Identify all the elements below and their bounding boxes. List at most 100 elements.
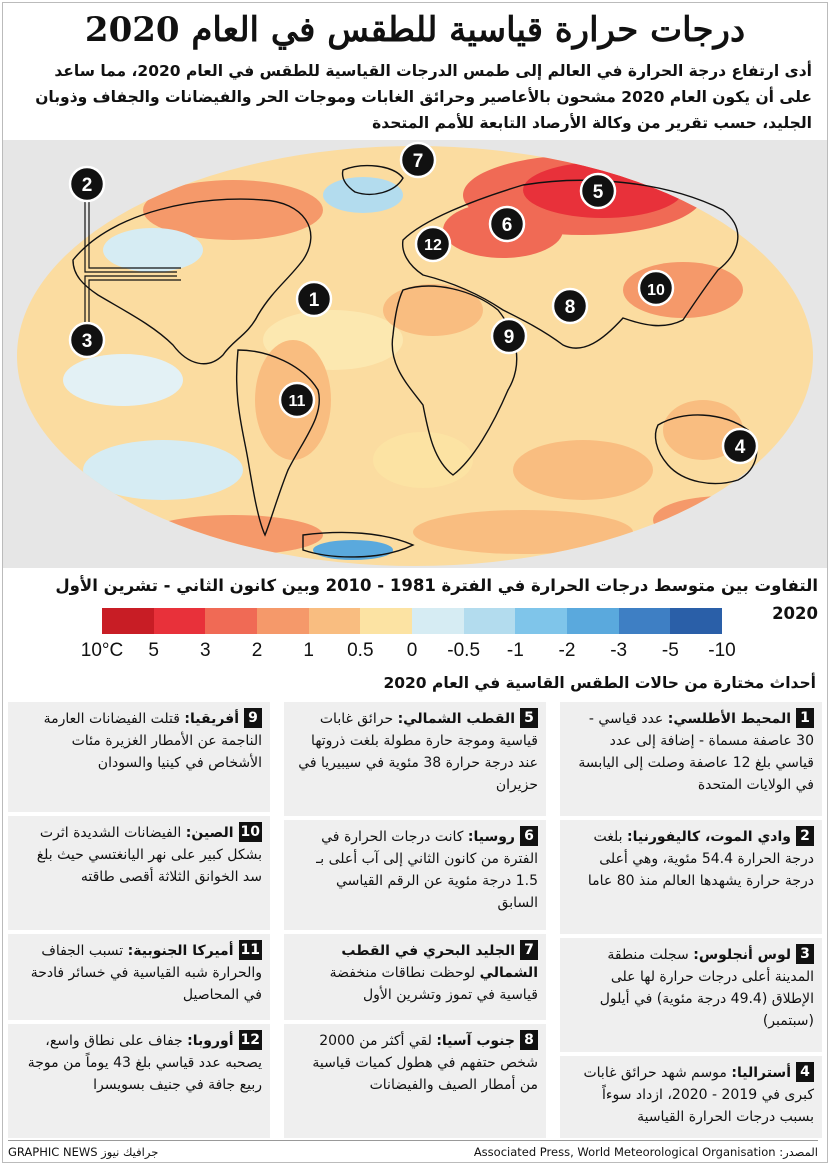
continent-outlines bbox=[72, 164, 758, 558]
legend-swatch bbox=[308, 608, 361, 634]
legend-tick: -5 bbox=[661, 640, 679, 661]
event-number: 9 bbox=[244, 708, 262, 728]
map-marker-2: 2 bbox=[68, 165, 106, 203]
legend-tick: -0.5 bbox=[447, 640, 481, 661]
footer: المصدر: Associated Press, World Meteorol… bbox=[8, 1140, 818, 1162]
event-text: الفيضانات الشديدة اثرت بشكل كبير على نهر… bbox=[36, 825, 262, 885]
legend-tick: -1 bbox=[506, 640, 524, 661]
event-card-2: 2 وادي الموت، كاليفورنيا: بلغت درجة الحرا… bbox=[560, 820, 822, 934]
svg-text:6: 6 bbox=[502, 215, 513, 236]
event-text: حرائق غابات قياسية وموجة حارة مطولة بلغت… bbox=[298, 711, 538, 793]
event-number: 10 bbox=[238, 822, 262, 842]
legend-swatch bbox=[618, 608, 671, 634]
event-card-9: 9 أفريقيا: قتلت الفيضانات العارمة الناجمة… bbox=[8, 702, 270, 812]
event-text: بلغت درجة الحرارة 54.4 مئوية، وهي أعلى د… bbox=[587, 829, 814, 889]
svg-text:4: 4 bbox=[735, 437, 746, 458]
callout-lines bbox=[84, 198, 181, 330]
event-markers: 1 2 3 4 5 6 7 bbox=[68, 141, 759, 465]
map-marker-9: 9 bbox=[490, 317, 528, 355]
legend-swatch bbox=[153, 608, 206, 634]
event-label: لوس أنجلوس: bbox=[693, 947, 791, 963]
map-marker-7: 7 bbox=[399, 141, 437, 179]
page-title: درجات حرارة قياسية للطقس في العام 2020 bbox=[84, 10, 746, 50]
svg-text:2: 2 bbox=[82, 175, 93, 196]
svg-text:12: 12 bbox=[424, 237, 442, 254]
legend-tick: 3 bbox=[200, 640, 211, 661]
event-number: 7 bbox=[520, 940, 538, 960]
legend-tick: -2 bbox=[558, 640, 576, 661]
event-label: القطب الشمالي: bbox=[397, 711, 515, 727]
legend-swatch bbox=[567, 608, 619, 634]
event-text: لقي أكثر من 2000 شخص حتفهم في هطول كميات… bbox=[312, 1033, 538, 1093]
legend-swatch bbox=[257, 608, 309, 634]
event-card-11: 11أميركا الجنوبية: تسبب الجفاف والحرارة … bbox=[8, 934, 270, 1020]
event-label: الجليد البحري في القطب الشمالي bbox=[341, 943, 538, 981]
map-marker-6: 6 bbox=[488, 205, 526, 243]
map-marker-3: 3 bbox=[68, 321, 106, 359]
legend-color-scale bbox=[102, 608, 723, 634]
event-label: أوروبا: bbox=[187, 1033, 234, 1049]
map-svg: 1 2 3 4 5 6 7 bbox=[17, 141, 813, 566]
event-label: جنوب آسيا: bbox=[436, 1033, 515, 1049]
legend-swatch bbox=[412, 608, 464, 634]
legend-swatch bbox=[463, 608, 516, 634]
svg-text:8: 8 bbox=[565, 297, 576, 318]
events-heading: أحداث مختارة من حالات الطقس القاسية في ا… bbox=[383, 674, 816, 692]
event-card-12: 12أوروبا: جفاف على نطاق واسع، يصحبه عدد … bbox=[8, 1024, 270, 1138]
legend-swatch bbox=[670, 608, 723, 634]
map-marker-10: 10 bbox=[637, 269, 675, 307]
legend-tick: -10 bbox=[708, 640, 736, 661]
event-text: موسم شهد حرائق غابات كبرى في 2019 - 2020… bbox=[583, 1065, 814, 1125]
event-number: 1 bbox=[796, 708, 814, 728]
source-credit: المصدر: Associated Press, World Meteorol… bbox=[473, 1145, 818, 1159]
world-temperature-map: 1 2 3 4 5 6 7 bbox=[3, 140, 827, 568]
map-marker-4: 4 bbox=[721, 427, 759, 465]
event-number: 3 bbox=[796, 944, 814, 964]
event-card-5: 5 القطب الشمالي: حرائق غابات قياسية وموجة… bbox=[284, 702, 546, 816]
svg-text:7: 7 bbox=[413, 151, 424, 172]
event-text: قتلت الفيضانات العارمة الناجمة عن الأمطا… bbox=[43, 711, 262, 771]
legend-swatch bbox=[102, 608, 154, 634]
event-label: روسيا: bbox=[467, 829, 515, 845]
svg-text:5: 5 bbox=[593, 182, 604, 203]
page-subtitle: أدى ارتفاع درجة الحرارة في العالم إلى طم… bbox=[35, 62, 812, 132]
event-label: أستراليا: bbox=[731, 1065, 791, 1081]
event-card-7: 7الجليد البحري في القطب الشمالي لوحظت نط… bbox=[284, 934, 546, 1020]
map-marker-1: 1 bbox=[295, 280, 333, 318]
map-marker-8: 8 bbox=[551, 287, 589, 325]
event-text: سجلت منطقة المدينة أعلى درجات حرارة لها … bbox=[599, 947, 814, 1029]
event-label: وادي الموت، كاليفورنيا: bbox=[627, 829, 791, 845]
legend-tick-labels: 10°C 5 3 2 1 0.5 0 -0.5 -1 -2 -3 -5 -10 bbox=[72, 640, 752, 666]
event-label: أفريقيا: bbox=[184, 711, 239, 727]
event-label: أميركا الجنوبية: bbox=[127, 943, 234, 959]
event-card-1: 1 المحيط الأطلسي: عدد قياسي - 30 عاصفة مس… bbox=[560, 702, 822, 816]
legend-tick: 2 bbox=[251, 640, 263, 661]
event-card-6: 6 روسيا: كانت درجات الحرارة في الفترة من … bbox=[284, 820, 546, 930]
event-number: 4 bbox=[796, 1062, 814, 1082]
svg-text:9: 9 bbox=[504, 327, 515, 348]
legend-tick: 10°C bbox=[80, 640, 124, 661]
svg-text:11: 11 bbox=[289, 393, 306, 410]
event-card-8: 8 جنوب آسيا: لقي أكثر من 2000 شخص حتفهم ف… bbox=[284, 1024, 546, 1138]
legend-tick: 1 bbox=[303, 640, 314, 661]
event-card-3: 3 لوس أنجلوس: سجلت منطقة المدينة أعلى درج… bbox=[560, 938, 822, 1052]
event-text: جفاف على نطاق واسع، يصحبه عدد قياسي بلغ … bbox=[27, 1033, 262, 1093]
event-number: 6 bbox=[520, 826, 538, 846]
legend-tick: 5 bbox=[148, 640, 159, 661]
event-card-4: 4 أستراليا: موسم شهد حرائق غابات كبرى في … bbox=[560, 1056, 822, 1138]
map-marker-5: 5 bbox=[579, 172, 617, 210]
event-number: 8 bbox=[520, 1030, 538, 1050]
svg-text:10: 10 bbox=[647, 282, 665, 299]
event-label: المحيط الأطلسي: bbox=[667, 711, 791, 727]
event-text: عدد قياسي - 30 عاصفة مسماة - إضافة إلى ع… bbox=[578, 711, 814, 793]
legend-swatch bbox=[205, 608, 258, 634]
event-text: كانت درجات الحرارة في الفترة من كانون ال… bbox=[316, 829, 538, 911]
events-grid: 1 المحيط الأطلسي: عدد قياسي - 30 عاصفة مس… bbox=[8, 702, 822, 1138]
event-number: 2 bbox=[796, 826, 814, 846]
legend-swatch bbox=[515, 608, 568, 634]
event-label: الصين: bbox=[185, 825, 234, 841]
brand-credit: GRAPHIC NEWS جرافيك نيوز bbox=[8, 1145, 159, 1159]
map-marker-11: 11 bbox=[278, 381, 316, 419]
event-card-10: 10الصين: الفيضانات الشديدة اثرت بشكل كبي… bbox=[8, 816, 270, 930]
